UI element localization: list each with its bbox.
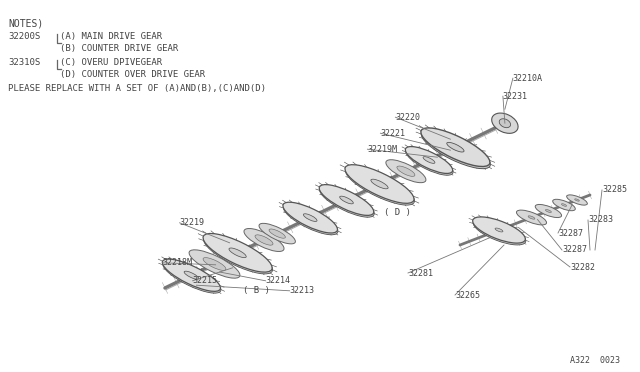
- Ellipse shape: [499, 119, 511, 128]
- Text: 32281: 32281: [408, 269, 433, 278]
- Text: PLEASE REPLACE WITH A SET OF (A)AND(B),(C)AND(D): PLEASE REPLACE WITH A SET OF (A)AND(B),(…: [8, 84, 266, 93]
- Ellipse shape: [346, 167, 415, 205]
- Text: 32287: 32287: [558, 228, 583, 237]
- Text: 32221: 32221: [380, 129, 405, 138]
- Text: ( D ): ( D ): [385, 208, 412, 217]
- Text: (C) OVERU DPIVEGEAR: (C) OVERU DPIVEGEAR: [60, 58, 162, 67]
- Text: 32231: 32231: [503, 92, 528, 101]
- Ellipse shape: [255, 235, 273, 245]
- Text: (B) COUNTER DRIVE GEAR: (B) COUNTER DRIVE GEAR: [60, 44, 179, 53]
- Ellipse shape: [203, 258, 226, 270]
- Text: 32210A: 32210A: [513, 74, 543, 83]
- Text: 32282: 32282: [570, 263, 595, 272]
- Ellipse shape: [204, 235, 273, 274]
- Ellipse shape: [406, 148, 453, 175]
- Ellipse shape: [516, 210, 547, 225]
- Ellipse shape: [397, 166, 415, 176]
- Text: NOTES): NOTES): [8, 18, 44, 28]
- Text: 32219M: 32219M: [367, 145, 397, 154]
- Ellipse shape: [345, 165, 414, 203]
- Ellipse shape: [495, 228, 503, 232]
- Ellipse shape: [545, 209, 552, 212]
- Ellipse shape: [553, 199, 575, 211]
- Ellipse shape: [535, 205, 561, 218]
- Text: 32215: 32215: [193, 276, 218, 285]
- Text: 32219: 32219: [180, 218, 205, 227]
- Ellipse shape: [423, 157, 435, 163]
- Text: 32285: 32285: [602, 186, 627, 195]
- Ellipse shape: [492, 113, 518, 133]
- Text: 32220: 32220: [396, 113, 420, 122]
- Text: A322  0023: A322 0023: [570, 356, 620, 365]
- Ellipse shape: [566, 195, 588, 205]
- Text: 32218M: 32218M: [163, 258, 193, 267]
- Ellipse shape: [269, 229, 285, 238]
- Ellipse shape: [340, 196, 353, 204]
- Ellipse shape: [319, 186, 374, 217]
- Ellipse shape: [405, 147, 452, 173]
- Ellipse shape: [189, 250, 240, 278]
- Ellipse shape: [473, 217, 525, 243]
- Text: (A) MAIN DRIVE GEAR: (A) MAIN DRIVE GEAR: [60, 32, 162, 41]
- Ellipse shape: [421, 128, 490, 167]
- Text: 32265: 32265: [455, 291, 480, 299]
- Ellipse shape: [283, 202, 337, 233]
- Ellipse shape: [447, 142, 464, 152]
- Ellipse shape: [386, 160, 426, 183]
- Text: 32283: 32283: [588, 215, 613, 224]
- Ellipse shape: [371, 179, 388, 189]
- Ellipse shape: [473, 219, 526, 245]
- Ellipse shape: [203, 234, 272, 272]
- Ellipse shape: [319, 185, 374, 215]
- Ellipse shape: [259, 223, 296, 244]
- Ellipse shape: [575, 199, 579, 201]
- Ellipse shape: [284, 204, 338, 235]
- Text: (D) COUNTER OVER DRIVE GEAR: (D) COUNTER OVER DRIVE GEAR: [60, 70, 205, 79]
- Ellipse shape: [561, 204, 566, 206]
- Ellipse shape: [184, 271, 198, 279]
- Text: 32200S: 32200S: [8, 32, 40, 41]
- Text: 32287: 32287: [562, 246, 587, 254]
- Ellipse shape: [163, 261, 221, 293]
- Ellipse shape: [244, 228, 284, 251]
- Ellipse shape: [421, 130, 490, 169]
- Text: 32213: 32213: [290, 286, 315, 295]
- Ellipse shape: [303, 214, 317, 221]
- Text: ( B ): ( B ): [243, 286, 269, 295]
- Ellipse shape: [528, 216, 535, 219]
- Text: 32310S: 32310S: [8, 58, 40, 67]
- Text: 32214: 32214: [266, 276, 291, 285]
- Ellipse shape: [229, 248, 246, 258]
- Ellipse shape: [163, 259, 220, 291]
